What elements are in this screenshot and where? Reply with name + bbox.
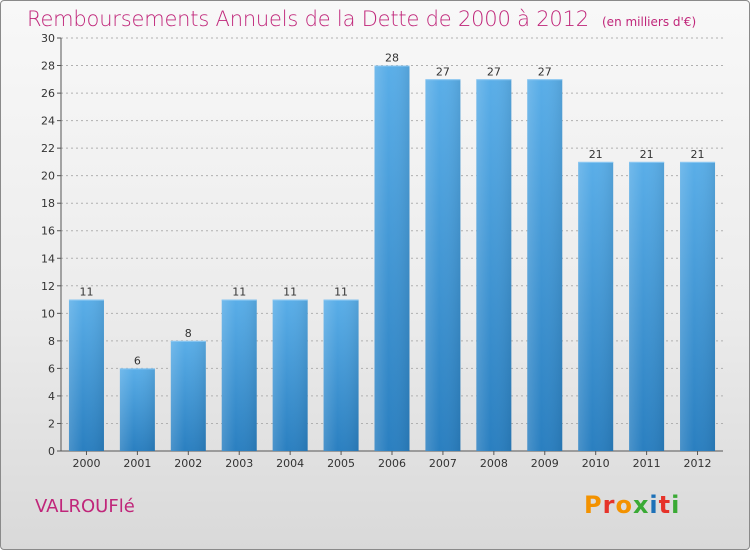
data-label-2007: 27 bbox=[436, 65, 450, 78]
y-tick-label: 14 bbox=[41, 252, 55, 265]
y-tick-label: 22 bbox=[41, 142, 55, 155]
data-label-2003: 11 bbox=[232, 286, 246, 299]
y-tick-label: 28 bbox=[41, 60, 55, 73]
bar-shine-2005 bbox=[323, 299, 359, 451]
bar-shine-2011 bbox=[629, 161, 665, 451]
data-label-2000: 11 bbox=[79, 286, 93, 299]
data-label-2006: 28 bbox=[385, 52, 399, 65]
labels: 11 2000 6 2001 8 2002 11 2003 11 2004 11 2005 28 2006… bbox=[72, 52, 711, 470]
bar-shine-2012 bbox=[680, 161, 716, 451]
y-tick-label: 10 bbox=[41, 307, 55, 320]
x-tick-label-2004: 2004 bbox=[276, 457, 304, 470]
bar-shine-2001 bbox=[119, 368, 155, 451]
x-tick-label-2001: 2001 bbox=[123, 457, 151, 470]
y-tick-label: 24 bbox=[41, 115, 55, 128]
bar-shine-2006 bbox=[374, 65, 410, 452]
x-tick-label-2002: 2002 bbox=[174, 457, 202, 470]
y-tick-label: 2 bbox=[48, 417, 55, 430]
x-tick-label-2005: 2005 bbox=[327, 457, 355, 470]
y-tick-label: 8 bbox=[48, 335, 55, 348]
bar-shine-2007 bbox=[425, 79, 461, 452]
bar-shine-2010 bbox=[578, 161, 614, 451]
bars bbox=[68, 65, 716, 452]
y-tick-label: 16 bbox=[41, 225, 55, 238]
data-label-2010: 21 bbox=[589, 148, 603, 161]
data-label-2005: 11 bbox=[334, 286, 348, 299]
data-label-2008: 27 bbox=[487, 65, 501, 78]
x-tick-label-2000: 2000 bbox=[72, 457, 100, 470]
data-label-2011: 21 bbox=[640, 148, 654, 161]
place-name: VALROUFlé bbox=[35, 496, 135, 517]
x-tick-label-2007: 2007 bbox=[429, 457, 457, 470]
chart-title-row: Remboursements Annuels de la Dette de 20… bbox=[27, 7, 696, 31]
x-tick-label-2011: 2011 bbox=[633, 457, 661, 470]
y-tick-label: 26 bbox=[41, 87, 55, 100]
logo-letter: o bbox=[615, 491, 633, 519]
y-tick-label: 30 bbox=[41, 32, 55, 45]
data-label-2001: 6 bbox=[134, 354, 141, 367]
logo-letter: r bbox=[602, 491, 616, 519]
chart-unit: (en milliers d'€) bbox=[602, 15, 697, 29]
logo-letter: P bbox=[584, 491, 603, 519]
x-tick-label-2009: 2009 bbox=[531, 457, 559, 470]
x-tick-label-2003: 2003 bbox=[225, 457, 253, 470]
y-tick-label: 6 bbox=[48, 362, 55, 375]
chart-title: Remboursements Annuels de la Dette de 20… bbox=[27, 7, 589, 31]
y-tick-label: 4 bbox=[48, 390, 55, 403]
x-tick-label-2008: 2008 bbox=[480, 457, 508, 470]
logo-letter: i bbox=[671, 491, 681, 519]
logo-letter: x bbox=[632, 491, 650, 519]
bar-shine-2004 bbox=[272, 299, 308, 451]
data-label-2004: 11 bbox=[283, 286, 297, 299]
bar-shine-2008 bbox=[476, 79, 512, 452]
y-tick-label: 18 bbox=[41, 197, 55, 210]
bar-shine-2003 bbox=[221, 299, 257, 451]
y-tick-label: 20 bbox=[41, 170, 55, 183]
data-label-2002: 8 bbox=[185, 327, 192, 340]
bar-shine-2002 bbox=[170, 340, 206, 451]
bar-shine-2009 bbox=[527, 79, 563, 452]
y-tick-label: 12 bbox=[41, 280, 55, 293]
x-tick-label-2012: 2012 bbox=[684, 457, 712, 470]
bar-shine-2000 bbox=[68, 299, 104, 451]
y-tick-label: 0 bbox=[48, 445, 55, 458]
data-label-2012: 21 bbox=[691, 148, 705, 161]
logo-letter: i bbox=[649, 491, 659, 519]
logo-letter: t bbox=[658, 491, 672, 519]
x-tick-label-2006: 2006 bbox=[378, 457, 406, 470]
data-label-2009: 27 bbox=[538, 65, 552, 78]
x-tick-label-2010: 2010 bbox=[582, 457, 610, 470]
proxiti-logo[interactable]: Proxiti bbox=[584, 491, 680, 519]
